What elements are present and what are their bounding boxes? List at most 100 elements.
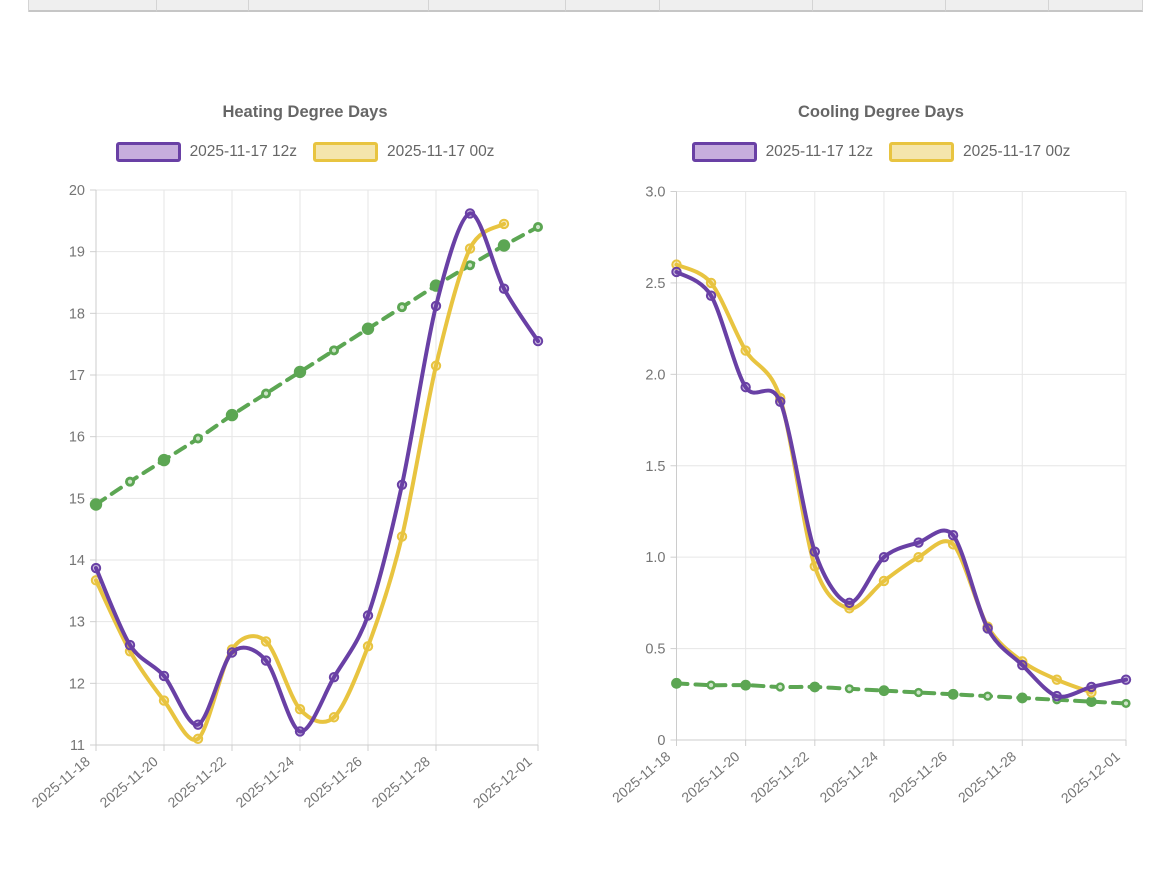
y-tick-label: 17 [69, 368, 85, 384]
data-point [328, 712, 340, 723]
x-tick-label: 2025-12-01 [1058, 748, 1123, 806]
series-line-12z [671, 266, 1132, 702]
x-tick-label: 2025-12-01 [470, 753, 535, 811]
legend-item-12z[interactable]: 2025-11-17 12z [115, 142, 297, 162]
truncated-table-row [28, 0, 1143, 12]
data-point [1086, 681, 1097, 693]
table-cell [429, 0, 566, 12]
table-cell [566, 0, 660, 12]
data-point [1017, 659, 1028, 671]
chart-title-heating: Heating Degree Days [222, 103, 388, 121]
data-point [192, 733, 204, 745]
legend-swatch-12z [691, 142, 757, 162]
chart-title-cooling: Cooling Degree Days [798, 103, 964, 121]
series-dashed-dotted-line [89, 222, 543, 511]
x-tick-label: 2025-11-18 [29, 753, 94, 811]
data-point-center [467, 263, 473, 268]
data-point [260, 655, 272, 666]
y-tick-label: 11 [70, 738, 85, 754]
data-point-center [916, 690, 921, 695]
data-point [982, 623, 993, 634]
table-cell [249, 0, 429, 12]
y-tick-label: 15 [69, 491, 85, 507]
x-tick-label: 2025-11-24 [233, 753, 298, 811]
data-point [671, 677, 682, 689]
data-point-center [847, 686, 852, 691]
data-point [464, 243, 476, 254]
x-tick-label: 2025-11-20 [678, 748, 743, 806]
chart-legend: 2025-11-17 12z 2025-11-17 00z [606, 141, 1156, 163]
data-point [844, 597, 855, 609]
y-tick-label: 12 [69, 676, 85, 692]
data-point [226, 647, 238, 658]
data-point [396, 479, 408, 490]
data-point-center [195, 436, 201, 441]
y-tick-label: 2.0 [645, 367, 665, 383]
legend-label-00z: 2025-11-17 00z [963, 143, 1071, 160]
y-tick-label: 2.5 [645, 276, 665, 292]
x-tick-label: 2025-11-28 [369, 753, 434, 811]
x-tick-label: 2025-11-20 [97, 753, 162, 811]
data-point [1120, 674, 1132, 685]
data-point [260, 636, 272, 647]
legend-label-00z: 2025-11-17 00z [387, 143, 495, 160]
legend-label-12z: 2025-11-17 12z [765, 143, 873, 160]
table-cell [813, 0, 946, 12]
data-point [809, 546, 821, 557]
data-point [947, 688, 959, 700]
data-point [947, 530, 959, 541]
data-point [225, 408, 239, 422]
x-tick-label: 2025-11-22 [747, 748, 812, 806]
y-tick-label: 13 [69, 615, 85, 631]
data-point-center [1123, 701, 1129, 706]
data-point [913, 551, 924, 563]
x-tick-label: 2025-11-26 [301, 753, 366, 811]
y-tick-label: 14 [69, 553, 85, 569]
data-point [430, 360, 442, 371]
data-point [705, 290, 717, 301]
data-point [740, 381, 751, 393]
data-point [294, 704, 306, 715]
series-line-12z [90, 208, 544, 737]
data-point [1086, 696, 1097, 708]
data-point [192, 719, 204, 730]
legend-label-12z: 2025-11-17 12z [189, 143, 297, 160]
data-point [878, 551, 890, 563]
x-tick-label: 2025-11-28 [955, 748, 1020, 806]
data-point [878, 685, 890, 697]
legend-item-12z[interactable]: 2025-11-17 12z [691, 142, 873, 162]
data-point [124, 639, 136, 651]
x-tick-label: 2025-11-24 [817, 748, 882, 806]
legend-item-00z[interactable]: 2025-11-17 00z [313, 142, 494, 162]
data-point [464, 208, 476, 219]
data-point [362, 641, 374, 652]
x-tick-label: 2025-11-18 [609, 748, 674, 806]
data-point-center [127, 479, 133, 484]
data-point-center [263, 391, 269, 396]
data-point [498, 283, 510, 294]
table-cell [157, 0, 249, 12]
legend-item-00z[interactable]: 2025-11-17 00z [889, 142, 1070, 162]
data-point-center [331, 348, 337, 353]
legend-swatch-12z [115, 142, 181, 162]
y-tick-label: 18 [69, 306, 85, 322]
data-point [158, 670, 170, 682]
data-point [294, 726, 306, 737]
y-tick-label: 0.5 [645, 642, 665, 658]
table-cell [946, 0, 1049, 12]
data-point [430, 300, 442, 312]
legend-swatch-00z [889, 142, 954, 162]
heating-degree-days-chart: Heating Degree Days 2025-11-17 12z 2025-… [29, 90, 580, 860]
data-point [532, 335, 544, 347]
data-point-center [399, 305, 405, 310]
data-point [671, 259, 682, 270]
data-point [809, 681, 821, 693]
y-tick-label: 1.0 [645, 550, 665, 566]
data-point [293, 365, 307, 379]
data-point [671, 266, 682, 278]
data-point [740, 679, 752, 691]
y-tick-label: 3.0 [645, 185, 665, 201]
